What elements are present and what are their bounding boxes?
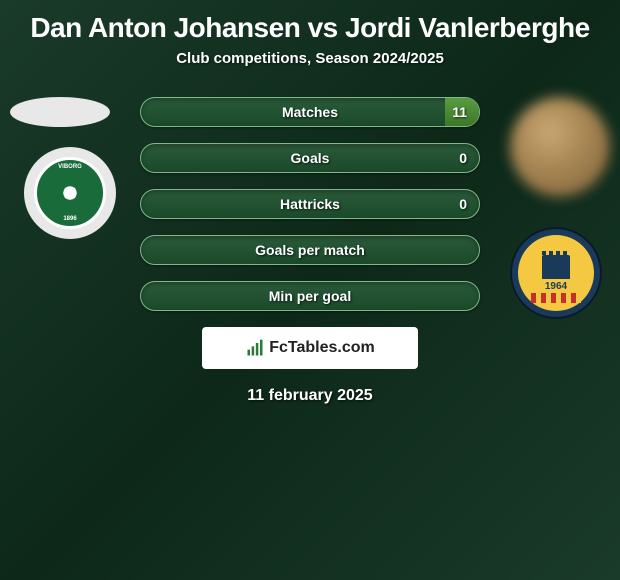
club-left-name-top: VIBORG xyxy=(37,164,103,170)
stat-value-right: 0 xyxy=(459,196,467,212)
page-subtitle: Club competitions, Season 2024/2025 xyxy=(0,50,620,87)
stat-label: Goals xyxy=(291,150,330,166)
club-right-badge: 1964 xyxy=(510,227,602,319)
player-right-avatar xyxy=(510,97,610,197)
club-left-year: 1896 xyxy=(37,216,103,222)
stat-bar: Matches 11 xyxy=(140,97,480,127)
stats-list: Matches 11 Goals 0 Hattricks 0 Goals per match… xyxy=(140,87,480,311)
stat-label: Min per goal xyxy=(269,288,351,304)
stat-bar: Min per goal xyxy=(140,281,480,311)
club-left-badge: VIBORG 1896 xyxy=(24,147,116,239)
stat-bar: Goals 0 xyxy=(140,143,480,173)
stat-label: Goals per match xyxy=(255,242,365,258)
comparison-content: VIBORG 1896 1964 Matches11Goals0Hattrick… xyxy=(0,87,620,405)
stat-label: Matches xyxy=(282,104,338,120)
stat-bar: Hattricks 0 xyxy=(140,189,480,219)
brand-box[interactable]: FcTables.com xyxy=(202,327,418,369)
stat-bar: Goals per match xyxy=(140,235,480,265)
page-title: Dan Anton Johansen vs Jordi Vanlerberghe xyxy=(0,0,620,50)
player-left-avatar xyxy=(10,97,110,127)
stat-label: Hattricks xyxy=(280,196,340,212)
brand-label: FcTables.com xyxy=(269,339,375,357)
chart-icon xyxy=(245,338,265,358)
stat-value-right: 0 xyxy=(459,150,467,166)
club-right-year: 1964 xyxy=(545,281,567,292)
date-label: 11 february 2025 xyxy=(0,387,620,405)
stat-value-right: 11 xyxy=(452,104,467,120)
